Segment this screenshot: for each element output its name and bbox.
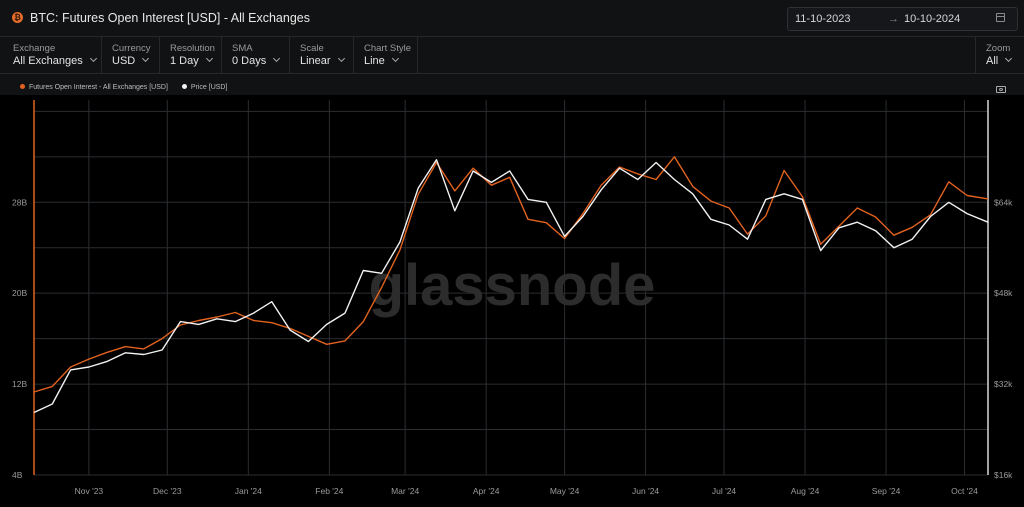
sma-label: SMA	[232, 43, 253, 54]
scale-value: Linear	[300, 55, 331, 67]
arrow-right-icon: →	[888, 13, 899, 25]
y-left-tick-label: 20B	[12, 288, 27, 298]
resolution-select[interactable]: Resolution 1 Day	[160, 37, 222, 73]
chart-legend: Futures Open Interest - All Exchanges [U…	[20, 84, 239, 91]
chevron-down-icon	[391, 54, 399, 63]
x-tick-label: Sep '24	[872, 486, 901, 496]
chevron-down-icon	[273, 54, 281, 63]
camera-icon[interactable]	[996, 86, 1006, 93]
x-tick-label: Oct '24	[951, 486, 978, 496]
series-line-price	[33, 158, 989, 414]
legend-label-price: Price [USD]	[190, 84, 228, 91]
calendar-icon[interactable]	[996, 13, 1005, 22]
chevron-down-icon	[1005, 54, 1013, 63]
resolution-value: 1 Day	[170, 55, 199, 67]
legend-dot-price	[181, 84, 187, 89]
x-tick-label: Jul '24	[712, 486, 737, 496]
resolution-label: Resolution	[170, 43, 215, 54]
x-tick-label: Jan '24	[235, 486, 262, 496]
x-tick-label: Dec '23	[153, 486, 182, 496]
chart-plot: 4B 12B 20B 28B $16k $32k $48k $64k Nov '23 Dec '2…	[0, 95, 1024, 507]
chevron-down-icon	[205, 54, 213, 63]
date-to[interactable]: 10-10-2024	[904, 13, 961, 25]
chevron-down-icon	[142, 54, 150, 63]
y-left-tick-label: 12B	[12, 379, 27, 389]
date-from[interactable]: 11-10-2023	[795, 13, 851, 25]
x-tick-label: Aug '24	[791, 486, 820, 496]
y-right-tick-label: $32k	[994, 379, 1013, 389]
scale-select[interactable]: Scale Linear	[290, 37, 354, 73]
currency-label: Currency	[112, 43, 151, 54]
plot-background	[0, 95, 1024, 507]
y-right-tick-label: $64k	[994, 197, 1013, 207]
y-left-tick-label: 28B	[12, 197, 27, 207]
chart-style-value: Line	[364, 55, 385, 67]
legend-item-oi[interactable]: Futures Open Interest - All Exchanges [U…	[20, 84, 168, 91]
date-range-picker[interactable]: 11-10-2023 → 10-10-2024	[787, 7, 1018, 31]
y-right-tick-label: $48k	[994, 288, 1013, 298]
y-left-tick-label: 4B	[12, 470, 23, 480]
sma-value: 0 Days	[232, 55, 267, 67]
chart-style-label: Chart Style	[364, 43, 411, 54]
scale-label: Scale	[300, 43, 324, 54]
x-tick-label: May '24	[550, 486, 580, 496]
chevron-down-icon	[89, 54, 97, 63]
exchange-select[interactable]: Exchange All Exchanges	[0, 37, 102, 73]
chart-controls: Exchange All Exchanges Currency USD Reso…	[0, 36, 1024, 74]
x-tick-label: Mar '24	[391, 486, 419, 496]
series-line-open-interest	[33, 156, 989, 393]
chart-title: BTC: Futures Open Interest [USD] - All E…	[30, 11, 310, 25]
chart-style-select[interactable]: Chart Style Line	[354, 37, 418, 73]
chart-header: ₿ BTC: Futures Open Interest [USD] - All…	[0, 0, 1024, 36]
x-tick-label: Nov '23	[75, 486, 104, 496]
x-tick-label: Apr '24	[473, 486, 500, 496]
exchange-label: Exchange	[13, 43, 56, 54]
y-right-tick-label: $16k	[994, 470, 1013, 480]
bitcoin-icon: ₿	[12, 12, 23, 23]
legend-label-oi: Futures Open Interest - All Exchanges [U…	[29, 84, 168, 91]
exchange-value: All Exchanges	[13, 55, 83, 67]
legend-item-price[interactable]: Price [USD]	[181, 84, 228, 91]
currency-select[interactable]: Currency USD	[102, 37, 160, 73]
currency-value: USD	[112, 55, 136, 67]
zoom-value: All	[986, 55, 999, 67]
zoom-select[interactable]: Zoom All	[975, 37, 1024, 73]
legend-dot-oi	[20, 84, 25, 89]
x-tick-label: Feb '24	[315, 486, 343, 496]
chevron-down-icon	[337, 54, 345, 63]
watermark-glassnode: glassnode	[369, 253, 656, 318]
zoom-label: Zoom	[986, 43, 1011, 54]
x-tick-label: Jun '24	[632, 486, 659, 496]
sma-select[interactable]: SMA 0 Days	[222, 37, 290, 73]
